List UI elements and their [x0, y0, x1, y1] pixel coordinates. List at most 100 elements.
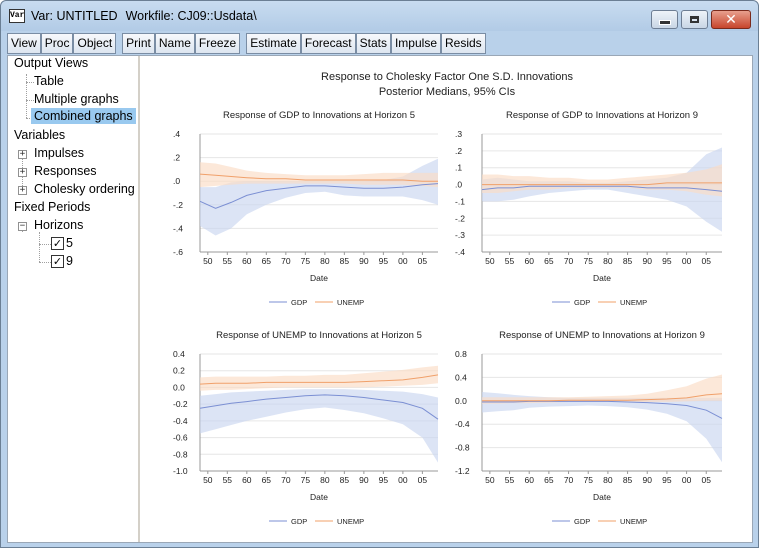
close-button[interactable]: ✕ [711, 10, 751, 29]
view-button[interactable]: View [7, 32, 41, 54]
x-tick-label: 70 [281, 475, 291, 485]
print-button[interactable]: Print [122, 32, 155, 54]
window-title-name: Var: UNTITLED [31, 9, 118, 23]
proc-button[interactable]: Proc [40, 32, 74, 54]
freeze-button[interactable]: Freeze [194, 32, 241, 54]
x-tick-label: 60 [524, 475, 534, 485]
object-button[interactable]: Object [73, 32, 117, 54]
collapse-horizons-icon[interactable]: − [18, 221, 27, 231]
graph-subtitle: Posterior Medians, 95% CIs [378, 86, 516, 98]
chart-title: Response of UNEMP to Innovations at Hori… [499, 330, 705, 341]
tree-variables[interactable]: Variables [14, 128, 66, 142]
y-tick-label: -.6 [173, 247, 183, 257]
x-tick-label: 65 [262, 475, 272, 485]
chart-title: Response of GDP to Innovations at Horizo… [506, 110, 698, 121]
x-axis-label: Date [310, 273, 328, 283]
gdp-median-line [482, 400, 723, 419]
close-icon: ✕ [725, 11, 737, 28]
x-tick-label: 00 [398, 256, 408, 266]
unemp-median-line [199, 173, 438, 182]
tree-item-impulses[interactable]: Impulses [34, 146, 85, 160]
y-tick-label: -0.4 [455, 419, 470, 429]
window-title-workfile: Workfile: CJ09::Usdata\ [125, 9, 257, 23]
output-tree: Output Views Table Multiple graphs Combi… [8, 56, 140, 542]
y-tick-label: .4 [173, 129, 180, 139]
combined-graph[interactable]: Response to Cholesky Factor One S.D. Inn… [142, 56, 752, 542]
x-tick-label: 60 [242, 256, 252, 266]
estimate-button[interactable]: Estimate [246, 32, 301, 54]
gdp-ci-band [200, 389, 438, 463]
x-tick-label: 70 [564, 475, 574, 485]
x-tick-label: 70 [564, 256, 574, 266]
resids-button[interactable]: Resids [441, 32, 486, 54]
y-tick-label: -1.0 [173, 466, 188, 476]
name-button[interactable]: Name [154, 32, 195, 54]
y-tick-label: .0 [173, 176, 180, 186]
x-tick-label: 95 [662, 475, 672, 485]
legend-gdp-label: GDP [574, 517, 590, 526]
gdp-median-line [199, 394, 439, 420]
expand-cholesky-icon[interactable]: + [18, 185, 27, 195]
charts-svg: Response of GDP to Innovations at Horizo… [173, 110, 723, 526]
tree-item-cholesky-ordering[interactable]: Cholesky ordering [34, 182, 135, 196]
tree-item-responses[interactable]: Responses [34, 164, 97, 178]
legend-unemp-label: UNEMP [620, 517, 647, 526]
x-tick-label: 95 [662, 256, 672, 266]
y-tick-label: -1.2 [455, 466, 470, 476]
horizon-9-checkbox[interactable]: ✓ [51, 255, 64, 268]
unemp-ci-band [200, 365, 438, 391]
y-tick-label: -0.2 [173, 399, 188, 409]
tree-item-horizons[interactable]: Horizons [34, 218, 84, 232]
tree-output-views[interactable]: Output Views [14, 56, 89, 70]
x-tick-label: 50 [203, 256, 213, 266]
x-tick-label: 65 [262, 256, 272, 266]
minimize-button[interactable] [651, 10, 678, 29]
horizon-5-checkbox[interactable]: ✓ [51, 237, 64, 250]
y-tick-label: .2 [455, 146, 462, 156]
x-tick-label: 80 [320, 475, 330, 485]
y-tick-label: -.4 [455, 247, 465, 257]
forecast-button[interactable]: Forecast [300, 32, 356, 54]
x-tick-label: 05 [702, 256, 712, 266]
title-bar[interactable]: Var Var: UNTITLED Workfile: CJ09::Usdata\… [1, 1, 758, 31]
x-tick-label: 95 [379, 475, 389, 485]
x-tick-label: 90 [359, 256, 369, 266]
legend-unemp-label: UNEMP [337, 298, 364, 307]
expand-responses-icon[interactable]: + [18, 167, 27, 177]
tree-item-table[interactable]: Table [34, 74, 64, 88]
stats-button[interactable]: Stats [355, 32, 391, 54]
window-title: Var: UNTITLED Workfile: CJ09::Usdata\ [31, 9, 257, 23]
tree-item-multiple-graphs[interactable]: Multiple graphs [34, 92, 119, 106]
impulse-button[interactable]: Impulse [390, 32, 441, 54]
x-tick-label: 55 [223, 256, 233, 266]
unemp-median-line [482, 393, 723, 402]
y-tick-label: -.2 [173, 200, 183, 210]
x-tick-label: 55 [505, 475, 515, 485]
tree-connector [39, 244, 51, 245]
tree-item-combined-graphs[interactable]: Combined graphs [31, 108, 136, 124]
legend-gdp-label: GDP [574, 298, 590, 307]
x-tick-label: 05 [418, 475, 428, 485]
x-tick-label: 75 [301, 256, 311, 266]
x-axis-label: Date [593, 273, 611, 283]
x-tick-label: 75 [583, 475, 593, 485]
var-app-icon: Var [9, 9, 25, 23]
x-tick-label: 00 [682, 475, 692, 485]
legend-unemp-label: UNEMP [620, 298, 647, 307]
expand-impulses-icon[interactable]: + [18, 149, 27, 159]
maximize-button[interactable] [681, 10, 708, 29]
x-tick-label: 80 [603, 475, 613, 485]
content-pane: Output Views Table Multiple graphs Combi… [7, 55, 753, 543]
tree-fixed-periods[interactable]: Fixed Periods [14, 200, 91, 214]
x-tick-label: 50 [203, 475, 213, 485]
y-tick-label: 0.0 [455, 396, 467, 406]
y-tick-label: -0.4 [173, 416, 188, 426]
y-tick-label: .0 [455, 180, 462, 190]
x-tick-label: 60 [524, 256, 534, 266]
x-tick-label: 50 [485, 256, 495, 266]
unemp-ci-band [200, 162, 438, 188]
x-tick-label: 80 [603, 256, 613, 266]
x-tick-label: 90 [359, 475, 369, 485]
gdp-ci-band [482, 392, 722, 463]
y-tick-label: -0.8 [455, 443, 470, 453]
